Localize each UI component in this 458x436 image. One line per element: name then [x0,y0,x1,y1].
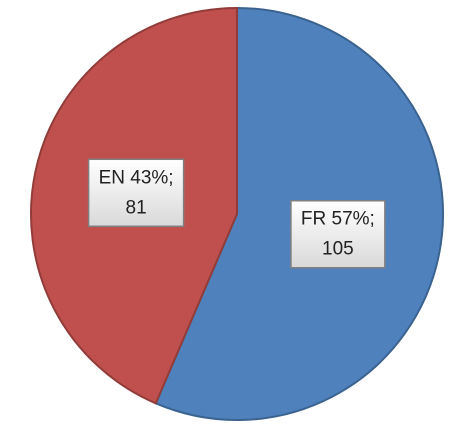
data-label: 105 [322,239,354,260]
data-labels: FR 57%; 105 EN 43%; 81 [87,158,386,269]
label-box [87,158,185,228]
data-label: FR 57%; [301,209,375,230]
data-label: EN 43%; [99,167,174,188]
data-label: 81 [126,197,147,218]
label-box [290,199,386,269]
